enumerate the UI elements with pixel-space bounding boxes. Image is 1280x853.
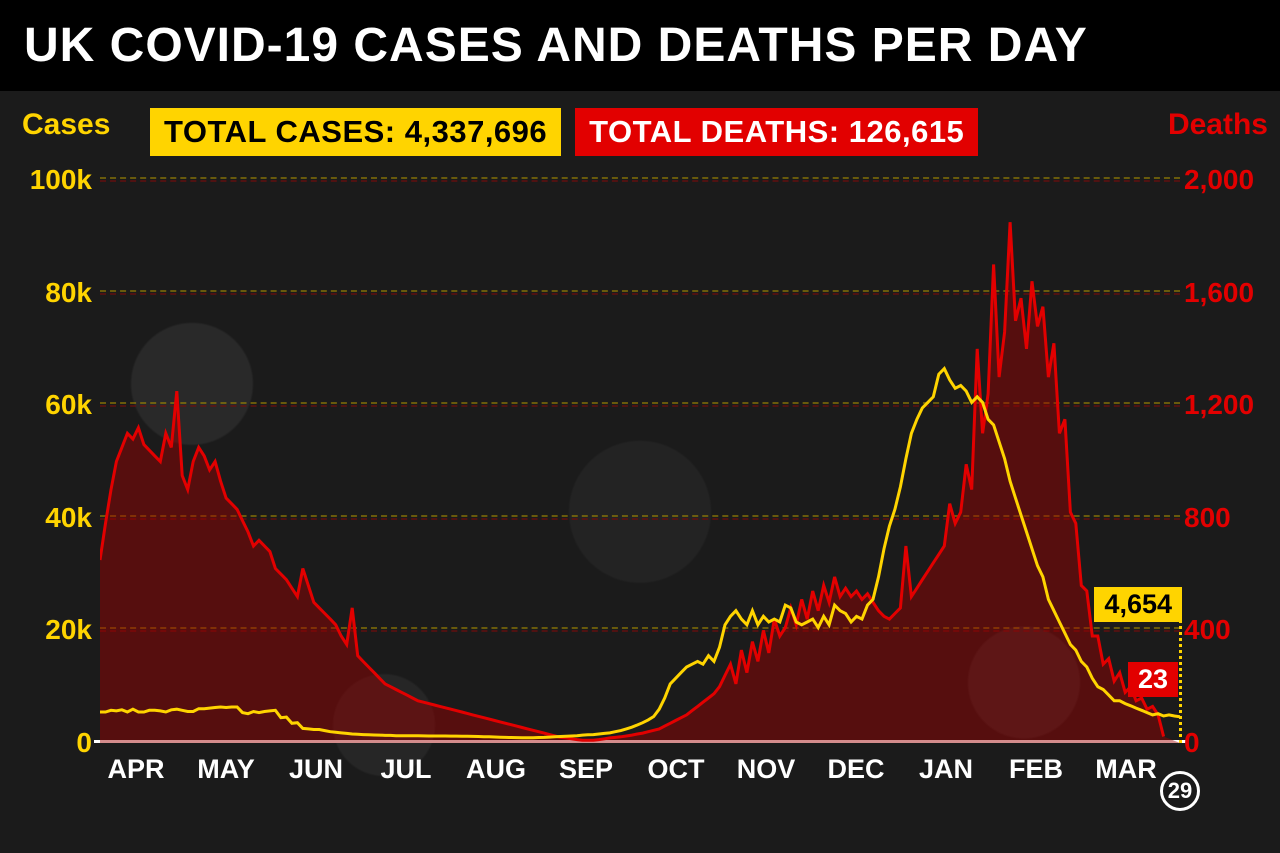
y-tick-left: 80k: [12, 277, 92, 309]
chart-svg: [100, 180, 1180, 743]
y-tick-left: 100k: [12, 164, 92, 196]
x-tick: MAY: [197, 754, 255, 785]
summary-badges: TOTAL CASES: 4,337,696 TOTAL DEATHS: 126…: [150, 108, 978, 156]
x-tick: JUN: [289, 754, 343, 785]
y-tick-left: 40k: [12, 502, 92, 534]
end-label-deaths: 23: [1128, 662, 1178, 697]
end-date-marker: 29: [1160, 771, 1200, 811]
x-tick: NOV: [737, 754, 796, 785]
total-cases-badge: TOTAL CASES: 4,337,696: [150, 108, 561, 156]
y-axis-left-label: Cases: [22, 108, 110, 142]
x-tick: JUL: [380, 754, 431, 785]
chart-plot-area: [100, 180, 1180, 743]
deaths-area-fill: [100, 222, 1180, 743]
x-tick: FEB: [1009, 754, 1063, 785]
x-tick: APR: [107, 754, 164, 785]
end-label-cases: 4,654: [1094, 587, 1182, 622]
y-tick-right: 400: [1184, 614, 1274, 646]
x-tick: SEP: [559, 754, 613, 785]
y-tick-right: 0: [1184, 727, 1274, 759]
x-tick: AUG: [466, 754, 526, 785]
y-axis-right-label: Deaths: [1168, 108, 1268, 142]
x-tick: JAN: [919, 754, 973, 785]
y-tick-right: 1,600: [1184, 277, 1274, 309]
x-tick: DEC: [827, 754, 884, 785]
x-tick: OCT: [648, 754, 705, 785]
y-tick-right: 1,200: [1184, 389, 1274, 421]
y-tick-left: 20k: [12, 614, 92, 646]
chart-title: UK COVID-19 CASES AND DEATHS PER DAY: [0, 0, 1280, 91]
y-tick-right: 800: [1184, 502, 1274, 534]
y-tick-right: 2,000: [1184, 164, 1274, 196]
y-tick-left: 0: [12, 727, 92, 759]
total-deaths-badge: TOTAL DEATHS: 126,615: [575, 108, 978, 156]
gridline: [100, 177, 1180, 179]
y-tick-left: 60k: [12, 389, 92, 421]
x-tick: MAR: [1095, 754, 1157, 785]
